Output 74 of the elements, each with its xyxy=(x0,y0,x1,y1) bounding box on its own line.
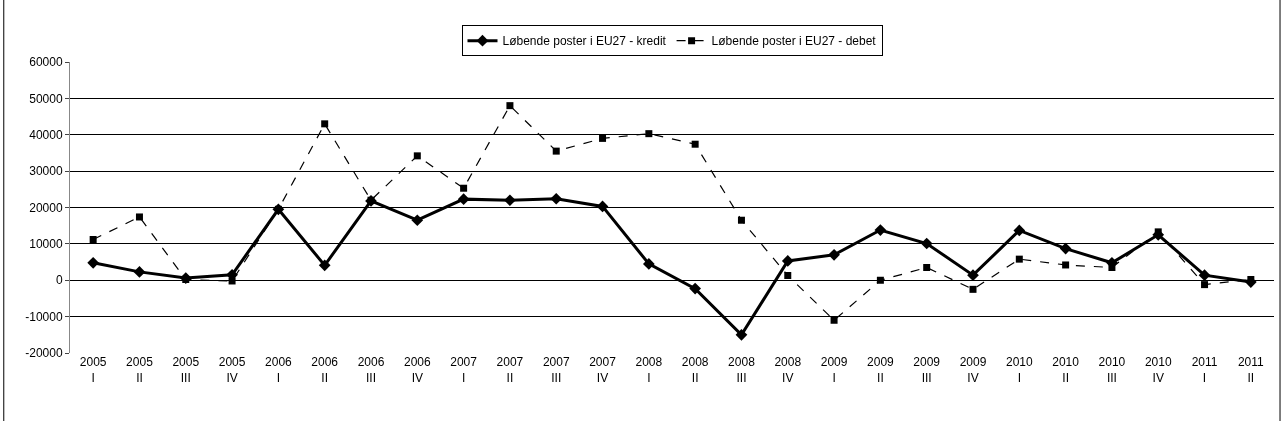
point xyxy=(920,237,933,250)
x-tick-label: 2006 II xyxy=(311,355,339,385)
y-tick-label: -10000 xyxy=(25,309,63,324)
y-tick-label: 40000 xyxy=(29,127,63,142)
point xyxy=(689,282,701,295)
x-tick-label: 2010 III xyxy=(1098,355,1126,385)
y-tick-label: 20000 xyxy=(29,200,63,215)
point xyxy=(645,130,653,138)
x-tick-label: 2009 II xyxy=(867,355,895,385)
x-tick-label: 2005 II xyxy=(126,355,154,385)
point xyxy=(691,140,699,148)
point xyxy=(1062,261,1070,269)
x-tick-label: 2009 III xyxy=(913,355,941,385)
point xyxy=(89,236,97,244)
point xyxy=(874,224,887,236)
x-tick-label: 2008 II xyxy=(681,355,709,385)
x-tick-label: 2007 IV xyxy=(589,355,617,385)
point xyxy=(1201,281,1209,289)
x-tick-label: 2010 IV xyxy=(1144,355,1172,385)
point xyxy=(781,255,794,267)
legend-label: Løbende poster i EU27 - debet xyxy=(711,34,877,49)
x-tick-label: 2006 I xyxy=(265,355,293,385)
x-tick-label: 2008 IV xyxy=(774,355,802,385)
point xyxy=(457,193,470,205)
y-tick-label: 30000 xyxy=(29,164,63,179)
x-tick-label: 2009 I xyxy=(820,355,848,385)
point xyxy=(550,192,563,205)
point xyxy=(923,264,931,272)
point xyxy=(1108,264,1116,272)
point xyxy=(413,152,421,160)
point xyxy=(599,134,607,142)
point xyxy=(411,214,424,227)
x-tick-label: 2007 I xyxy=(450,355,478,385)
point xyxy=(1015,255,1023,263)
x-tick-label: 2005 I xyxy=(79,355,107,385)
y-tick-label: 0 xyxy=(55,273,63,288)
point xyxy=(321,120,329,128)
x-tick-label: 2005 IV xyxy=(218,355,246,385)
point xyxy=(1059,242,1072,255)
x-tick-label: 2007 II xyxy=(496,355,524,385)
y-tick-label: 60000 xyxy=(29,55,63,70)
point xyxy=(133,266,146,278)
point xyxy=(135,213,143,221)
point xyxy=(504,194,516,207)
y-tick-label: 50000 xyxy=(29,91,63,106)
point xyxy=(830,316,838,324)
point xyxy=(1013,224,1026,237)
point xyxy=(828,248,840,261)
point xyxy=(460,184,468,192)
point xyxy=(876,276,884,284)
point xyxy=(506,102,514,110)
x-tick-label: 2011 II xyxy=(1237,355,1265,385)
point xyxy=(228,277,236,285)
point xyxy=(87,256,99,269)
x-tick-label: 2011 I xyxy=(1191,355,1218,385)
x-tick-label: 2010 I xyxy=(1005,355,1033,385)
x-tick-label: 2007 III xyxy=(542,355,570,385)
x-tick-label: 2010 II xyxy=(1052,355,1080,385)
point xyxy=(969,285,977,293)
point xyxy=(784,272,792,280)
point xyxy=(737,216,745,224)
legend-label: Løbende poster i EU27 - kredit xyxy=(502,34,667,49)
x-tick-label: 2008 III xyxy=(728,355,756,385)
x-tick-label: 2006 IV xyxy=(403,355,431,385)
point xyxy=(735,328,748,341)
x-tick-label: 2005 III xyxy=(172,355,200,385)
y-tick-label: -20000 xyxy=(25,346,63,361)
point xyxy=(643,258,655,270)
point xyxy=(552,147,560,155)
x-tick-label: 2008 I xyxy=(635,355,663,385)
y-tick-label: 10000 xyxy=(29,237,63,252)
x-tick-label: 2006 III xyxy=(357,355,385,385)
x-tick-label: 2009 IV xyxy=(959,355,987,385)
point xyxy=(318,259,331,272)
